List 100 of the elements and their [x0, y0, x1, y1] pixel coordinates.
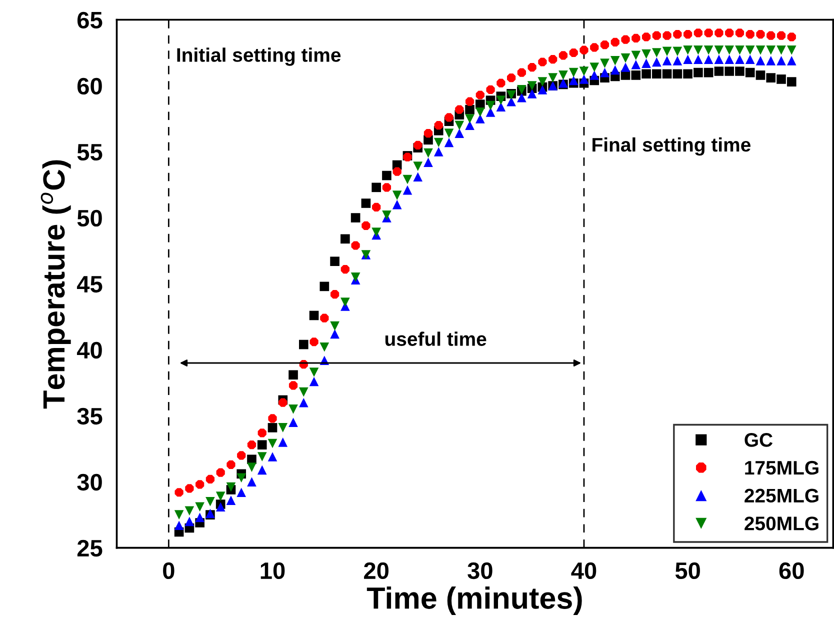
point: [372, 202, 381, 212]
y-tick-label: 50: [77, 210, 102, 227]
point: [413, 172, 423, 182]
point: [247, 477, 256, 486]
point: [236, 473, 246, 483]
point: [714, 45, 724, 55]
point: [268, 438, 278, 448]
point: [414, 140, 422, 150]
point: [362, 221, 370, 230]
x-tick-label: 10: [260, 562, 285, 580]
point: [320, 282, 330, 292]
point: [620, 62, 630, 72]
ref-line-label: Final setting time: [592, 137, 750, 156]
point: [486, 85, 495, 94]
point: [320, 314, 329, 322]
point: [206, 496, 215, 506]
point: [756, 56, 766, 66]
point: [642, 32, 651, 42]
point: [444, 138, 454, 148]
point: [340, 298, 350, 307]
point: [434, 138, 444, 148]
point: [672, 46, 682, 56]
point: [174, 520, 184, 530]
point: [600, 58, 610, 68]
point: [268, 452, 278, 462]
legend-label: 175MLG: [745, 460, 818, 475]
point: [746, 30, 754, 39]
point: [652, 57, 662, 67]
point: [694, 54, 703, 64]
x-tick-label: 60: [779, 562, 804, 580]
point: [704, 45, 714, 55]
point: [268, 423, 278, 432]
point: [382, 170, 392, 180]
point: [642, 69, 651, 79]
point: [745, 45, 755, 55]
y-tick-label: 45: [76, 276, 102, 293]
point: [776, 45, 786, 55]
point: [310, 338, 318, 346]
point: [434, 147, 444, 156]
y-tick-label: 35: [77, 408, 102, 425]
point: [704, 28, 713, 38]
point: [216, 492, 226, 501]
point: [278, 438, 288, 447]
point: [725, 28, 734, 38]
point: [351, 241, 360, 250]
point: [226, 496, 236, 505]
point: [434, 121, 443, 130]
point: [258, 428, 266, 438]
point: [590, 43, 599, 52]
point: [735, 45, 744, 55]
x-tick-label: 20: [364, 562, 388, 580]
point: [652, 48, 662, 58]
point: [392, 190, 402, 200]
point: [257, 440, 267, 450]
point: [558, 70, 568, 80]
point: [558, 51, 568, 60]
point: [184, 516, 194, 526]
point: [632, 34, 640, 43]
point: [714, 28, 724, 38]
point: [216, 468, 225, 477]
point: [683, 69, 692, 79]
point: [787, 32, 796, 42]
point: [776, 56, 786, 66]
point: [496, 78, 506, 88]
point: [330, 329, 340, 339]
point: [527, 89, 537, 98]
point: [330, 256, 340, 266]
point: [672, 69, 682, 79]
ref-line-label: Initial setting time: [177, 48, 341, 66]
point: [766, 56, 776, 66]
point: [631, 60, 641, 70]
point: [704, 68, 714, 78]
point: [496, 102, 506, 112]
point: [569, 48, 578, 58]
point: [237, 451, 246, 460]
y-axis-title: Temperature ($^{o}$C): [40, 160, 71, 409]
point: [580, 46, 588, 54]
point: [185, 484, 194, 493]
point: [424, 158, 433, 167]
point: [610, 56, 620, 66]
point: [724, 66, 734, 76]
point: [652, 31, 661, 40]
point: [590, 62, 600, 72]
point: [174, 488, 184, 497]
point: [257, 452, 267, 462]
point: [652, 69, 662, 79]
x-axis-title: Time (minutes): [366, 586, 582, 615]
point: [247, 440, 256, 450]
point: [486, 100, 496, 110]
point: [724, 54, 734, 64]
point: [288, 370, 298, 380]
y-tick-label: 55: [77, 144, 102, 161]
point: [590, 70, 600, 80]
point: [444, 128, 454, 138]
point: [330, 290, 340, 299]
point: [195, 502, 204, 512]
point: [392, 167, 402, 176]
y-tick-label: 65: [77, 12, 102, 29]
point: [600, 40, 610, 50]
point: [444, 113, 454, 122]
